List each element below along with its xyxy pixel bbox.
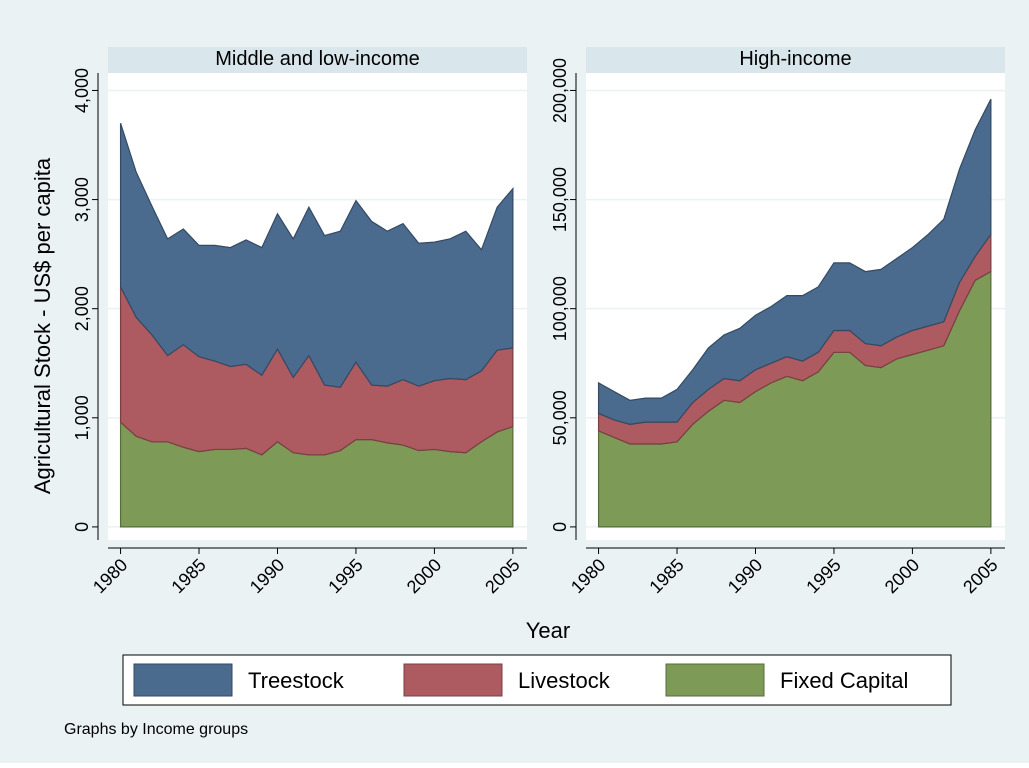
legend-label: Treestock <box>248 668 345 693</box>
panel-header <box>108 47 527 73</box>
legend-swatch <box>133 663 233 697</box>
area <box>119 123 514 388</box>
y-tick-label: 2,000 <box>72 286 92 331</box>
legend-swatch <box>665 663 765 697</box>
y-axis-title: Agricultural Stock - US$ per capita <box>30 157 55 494</box>
y-tick-label: 1,000 <box>72 395 92 440</box>
y-tick-label: 4,000 <box>72 68 92 113</box>
panel-title: High-income <box>739 48 851 70</box>
y-tick-label: 3,000 <box>72 177 92 222</box>
x-axis-title: Year <box>526 618 570 643</box>
legend-swatch <box>403 663 503 697</box>
panel-header <box>586 47 1005 73</box>
legend-label: Livestock <box>518 668 611 693</box>
y-tick-label: 50,000 <box>550 390 570 445</box>
y-tick-label: 0 <box>72 522 92 532</box>
y-tick-label: 0 <box>550 522 570 532</box>
y-tick-label: 200,000 <box>550 58 570 123</box>
area <box>597 98 992 425</box>
legend-box <box>122 654 952 706</box>
note: Graphs by Income groups <box>64 721 248 738</box>
y-tick-label: 150,000 <box>550 167 570 232</box>
panel-title: Middle and low-income <box>215 48 420 70</box>
y-tick-label: 100,000 <box>550 276 570 341</box>
legend-label: Fixed Capital <box>780 668 908 693</box>
